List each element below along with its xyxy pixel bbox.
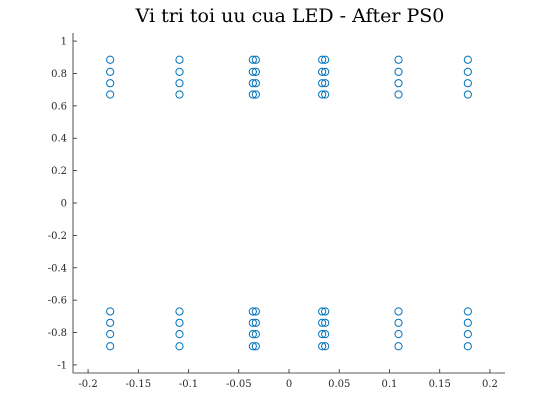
data-point: [394, 342, 403, 351]
data-point: [394, 79, 403, 88]
data-point: [463, 67, 472, 76]
data-point: [251, 342, 260, 351]
data-point: [321, 307, 330, 316]
data-point: [463, 330, 472, 339]
data-point: [394, 90, 403, 99]
data-point: [394, 330, 403, 339]
y-tick-label: -0.2: [48, 231, 67, 242]
data-point: [318, 342, 327, 351]
data-point: [248, 55, 257, 64]
data-point: [318, 307, 327, 316]
data-point: [175, 79, 184, 88]
x-tick-label: 0.15: [429, 379, 451, 390]
data-point: [106, 90, 115, 99]
axes: [72, 33, 505, 374]
y-tick-label: -0.4: [48, 263, 67, 274]
data-point: [106, 318, 115, 327]
data-point: [321, 79, 330, 88]
data-point: [251, 67, 260, 76]
data-point: [106, 55, 115, 64]
x-tick-label: 0.1: [382, 379, 398, 390]
data-point: [106, 67, 115, 76]
x-tick-label: 0.05: [328, 379, 350, 390]
y-tick-labels: 1 0.8 0.6 0.4 0.2 0 -0.2 -0.4 -0.6 -0.8 -1: [48, 37, 67, 372]
data-point: [175, 330, 184, 339]
data-point: [394, 307, 403, 316]
data-point: [175, 55, 184, 64]
data-point: [175, 307, 184, 316]
data-point: [394, 318, 403, 327]
y-tick-label: 0.2: [51, 166, 67, 177]
data-point: [175, 342, 184, 351]
x-tick-label: -0.1: [179, 379, 198, 390]
data-point: [251, 307, 260, 316]
data-point: [248, 318, 257, 327]
data-point: [175, 318, 184, 327]
data-point: [106, 330, 115, 339]
data-point: [463, 55, 472, 64]
data-point: [463, 318, 472, 327]
data-point: [318, 330, 327, 339]
data-point: [321, 318, 330, 327]
data-point: [463, 90, 472, 99]
data-points: [106, 55, 472, 351]
data-point: [251, 318, 260, 327]
data-point: [318, 55, 327, 64]
x-tick-labels: -0.2 -0.15 -0.1 -0.05 0 0.05 0.1 0.15 0.2: [78, 379, 497, 390]
data-point: [251, 79, 260, 88]
data-point: [106, 79, 115, 88]
data-point: [248, 342, 257, 351]
data-point: [251, 55, 260, 64]
data-point: [463, 79, 472, 88]
y-tick-label: 0.8: [51, 69, 67, 80]
chart-title: Vi tri toi uu cua LED - After PS0: [135, 5, 445, 27]
data-point: [175, 90, 184, 99]
x-tick-label: -0.2: [78, 379, 97, 390]
y-tick-label: -1: [57, 360, 67, 371]
x-tick-label: 0.2: [482, 379, 498, 390]
y-tick-label: -0.8: [48, 328, 67, 339]
data-point: [321, 330, 330, 339]
data-point: [318, 90, 327, 99]
x-tick-label: 0: [286, 379, 292, 390]
x-tick-label: -0.15: [125, 379, 151, 390]
y-tick-label: 0: [61, 199, 67, 210]
data-point: [318, 79, 327, 88]
data-point: [106, 307, 115, 316]
data-point: [251, 90, 260, 99]
data-point: [251, 330, 260, 339]
data-point: [175, 67, 184, 76]
y-tick-label: -0.6: [48, 296, 67, 307]
data-point: [106, 342, 115, 351]
y-tick-label: 0.4: [51, 134, 67, 145]
data-point: [463, 342, 472, 351]
data-point: [394, 67, 403, 76]
data-point: [321, 90, 330, 99]
data-point: [463, 307, 472, 316]
data-point: [321, 342, 330, 351]
data-point: [248, 67, 257, 76]
y-tick-label: 1: [61, 37, 67, 48]
data-point: [318, 67, 327, 76]
data-point: [248, 79, 257, 88]
data-point: [318, 318, 327, 327]
data-point: [248, 90, 257, 99]
y-tick-label: 0.6: [51, 101, 67, 112]
data-point: [321, 55, 330, 64]
data-point: [248, 330, 257, 339]
data-point: [248, 307, 257, 316]
data-point: [321, 67, 330, 76]
data-point: [394, 55, 403, 64]
x-tick-label: -0.05: [226, 379, 252, 390]
